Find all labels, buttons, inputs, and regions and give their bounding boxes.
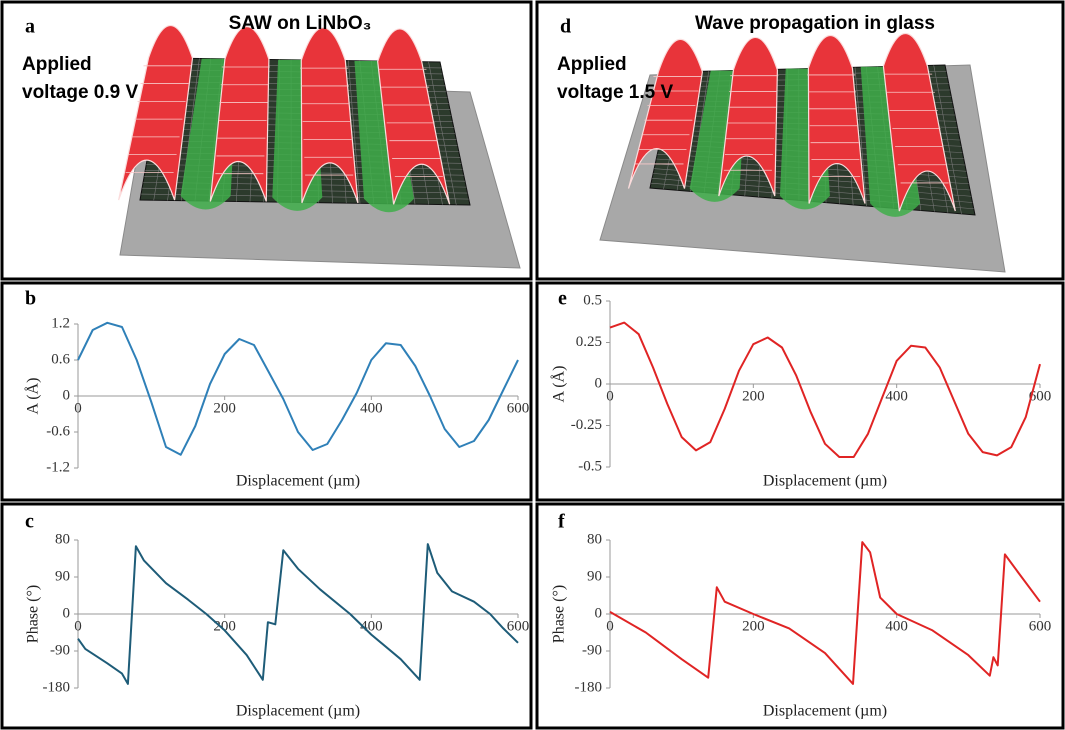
panel-label: a bbox=[25, 16, 35, 38]
y-tick-label: -0.5 bbox=[578, 458, 602, 474]
panel-border bbox=[0, 0, 533, 281]
panel-border bbox=[535, 0, 1065, 281]
x-tick-label: 600 bbox=[1029, 618, 1052, 634]
panel-label: d bbox=[560, 16, 571, 38]
mesh-line bbox=[933, 65, 962, 214]
y-tick-label: -180 bbox=[575, 679, 603, 695]
x-tick-label: 600 bbox=[507, 400, 530, 416]
x-tick-label: 400 bbox=[885, 618, 908, 634]
y-tick-label: 0 bbox=[595, 375, 603, 391]
y-tick-label: 80 bbox=[55, 531, 70, 547]
panel-border bbox=[0, 281, 533, 502]
panel-title: Wave propagation in glass bbox=[695, 13, 935, 34]
x-tick-label: 600 bbox=[507, 618, 530, 634]
x-tick-label: 200 bbox=[742, 388, 765, 404]
y-tick-label: 0 bbox=[595, 605, 603, 621]
x-tick-label: 600 bbox=[1029, 388, 1052, 404]
ridge bbox=[118, 25, 194, 201]
y-tick-label: -0.25 bbox=[571, 417, 602, 433]
y-tick-label: -90 bbox=[582, 642, 602, 658]
panel-label: c bbox=[25, 511, 34, 533]
y-tick-label: 1.2 bbox=[51, 315, 70, 331]
y-tick-label: 0.6 bbox=[51, 351, 70, 367]
x-axis-title: Displacement (µm) bbox=[763, 473, 887, 490]
x-tick-label: 0 bbox=[74, 400, 82, 416]
ridge bbox=[377, 28, 451, 205]
x-tick-label: 400 bbox=[360, 400, 383, 416]
x-tick-label: 0 bbox=[606, 618, 614, 634]
y-axis-title: Phase (°) bbox=[25, 585, 42, 643]
ridge bbox=[882, 33, 956, 212]
panel-border bbox=[535, 281, 1065, 502]
data-line bbox=[609, 321, 1041, 458]
y-tick-label: 80 bbox=[587, 531, 602, 547]
x-axis-title: Displacement (µm) bbox=[236, 703, 360, 720]
x-axis-title: Displacement (µm) bbox=[763, 703, 887, 720]
ridge bbox=[807, 35, 866, 204]
panel-title: SAW on LiNbO₃ bbox=[229, 13, 372, 34]
panel-label: b bbox=[25, 288, 36, 310]
panel-label: f bbox=[558, 511, 565, 533]
y-axis-title: Phase (°) bbox=[551, 585, 568, 643]
data-line bbox=[77, 321, 519, 456]
ridge bbox=[718, 37, 779, 197]
y-tick-label: 90 bbox=[55, 568, 70, 584]
y-axis-title: A (Å) bbox=[24, 378, 42, 415]
ridge bbox=[300, 27, 359, 204]
y-tick-label: 90 bbox=[587, 568, 602, 584]
y-tick-label: -90 bbox=[50, 642, 70, 658]
x-tick-label: 0 bbox=[74, 618, 82, 634]
y-tick-label: 0.25 bbox=[576, 334, 602, 350]
data-line bbox=[609, 541, 1041, 685]
y-tick-label: -0.6 bbox=[46, 423, 70, 439]
x-tick-label: 200 bbox=[213, 618, 236, 634]
x-tick-label: 400 bbox=[885, 388, 908, 404]
x-tick-label: 0 bbox=[606, 388, 614, 404]
annotation: voltage 0.9 V bbox=[22, 82, 138, 103]
x-tick-label: 200 bbox=[213, 400, 236, 416]
annotation: Applied bbox=[557, 54, 627, 75]
ridge bbox=[627, 39, 704, 189]
panel-border bbox=[0, 502, 533, 730]
y-axis-title: A (Å) bbox=[550, 366, 568, 403]
y-tick-label: 0.5 bbox=[583, 292, 602, 308]
ridge bbox=[209, 26, 270, 202]
data-line bbox=[77, 543, 519, 685]
panel-label: e bbox=[558, 288, 567, 310]
y-tick-label: -180 bbox=[43, 679, 71, 695]
x-tick-label: 200 bbox=[742, 618, 765, 634]
annotation: voltage 1.5 V bbox=[557, 82, 673, 103]
y-tick-label: 0 bbox=[63, 605, 71, 621]
annotation: Applied bbox=[22, 54, 92, 75]
y-tick-label: -1.2 bbox=[46, 459, 70, 475]
x-axis-title: Displacement (µm) bbox=[236, 473, 360, 490]
y-tick-label: 0 bbox=[63, 387, 71, 403]
mesh-line bbox=[428, 61, 457, 205]
panel-border bbox=[535, 502, 1065, 730]
